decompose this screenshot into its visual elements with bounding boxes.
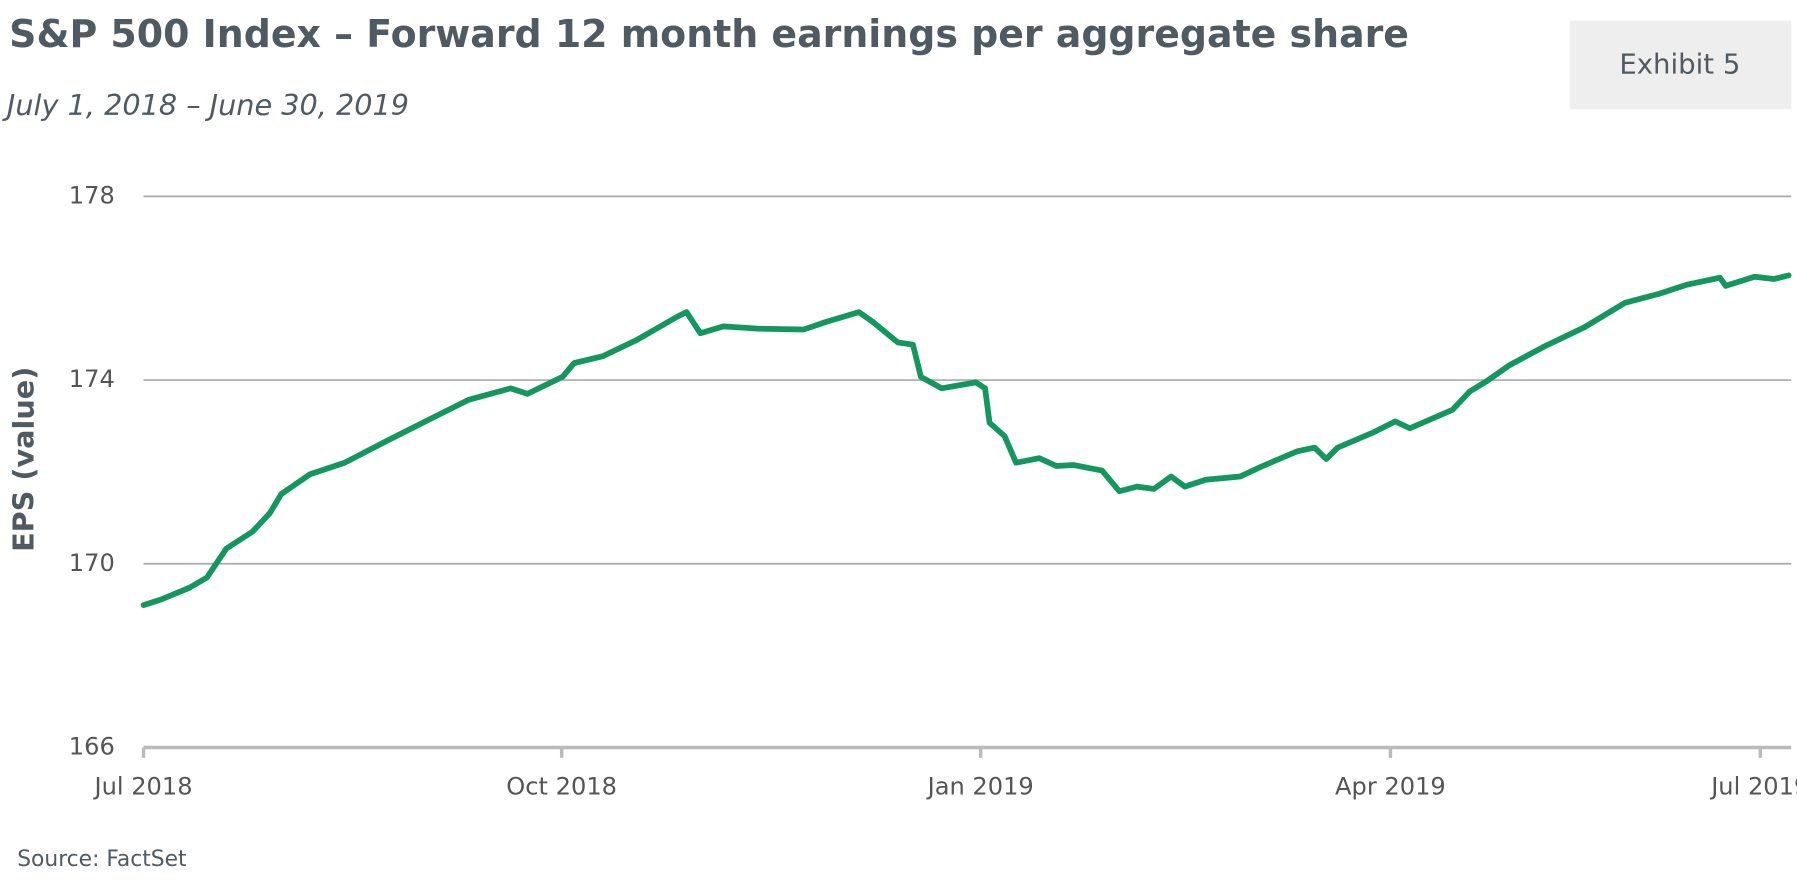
y-axis-label: EPS (value) — [6, 367, 40, 552]
y-tick-label: 166 — [69, 733, 115, 761]
chart-subtitle: July 1, 2018 – June 30, 2019 — [2, 88, 409, 122]
data-line — [140, 272, 1792, 608]
exhibit-box — [1569, 20, 1792, 110]
x-tick-label: Oct 2018 — [506, 773, 617, 801]
x-tick-label: Jan 2019 — [926, 773, 1034, 801]
y-tick-label: 174 — [69, 365, 115, 393]
y-tick-label: 170 — [69, 549, 115, 577]
source: Source: FactSet — [17, 847, 187, 872]
y-tick-label: 178 — [69, 181, 115, 209]
chart-title: S&P 500 Index – Forward 12 month earning… — [9, 12, 1409, 56]
x-tick-label: Jul 2018 — [92, 773, 192, 801]
x-tick-label: Jul 2019 — [1709, 773, 1797, 801]
x-tick-label: Apr 2019 — [1335, 773, 1446, 801]
exhibit-label: Exhibit 5 — [1619, 48, 1740, 80]
